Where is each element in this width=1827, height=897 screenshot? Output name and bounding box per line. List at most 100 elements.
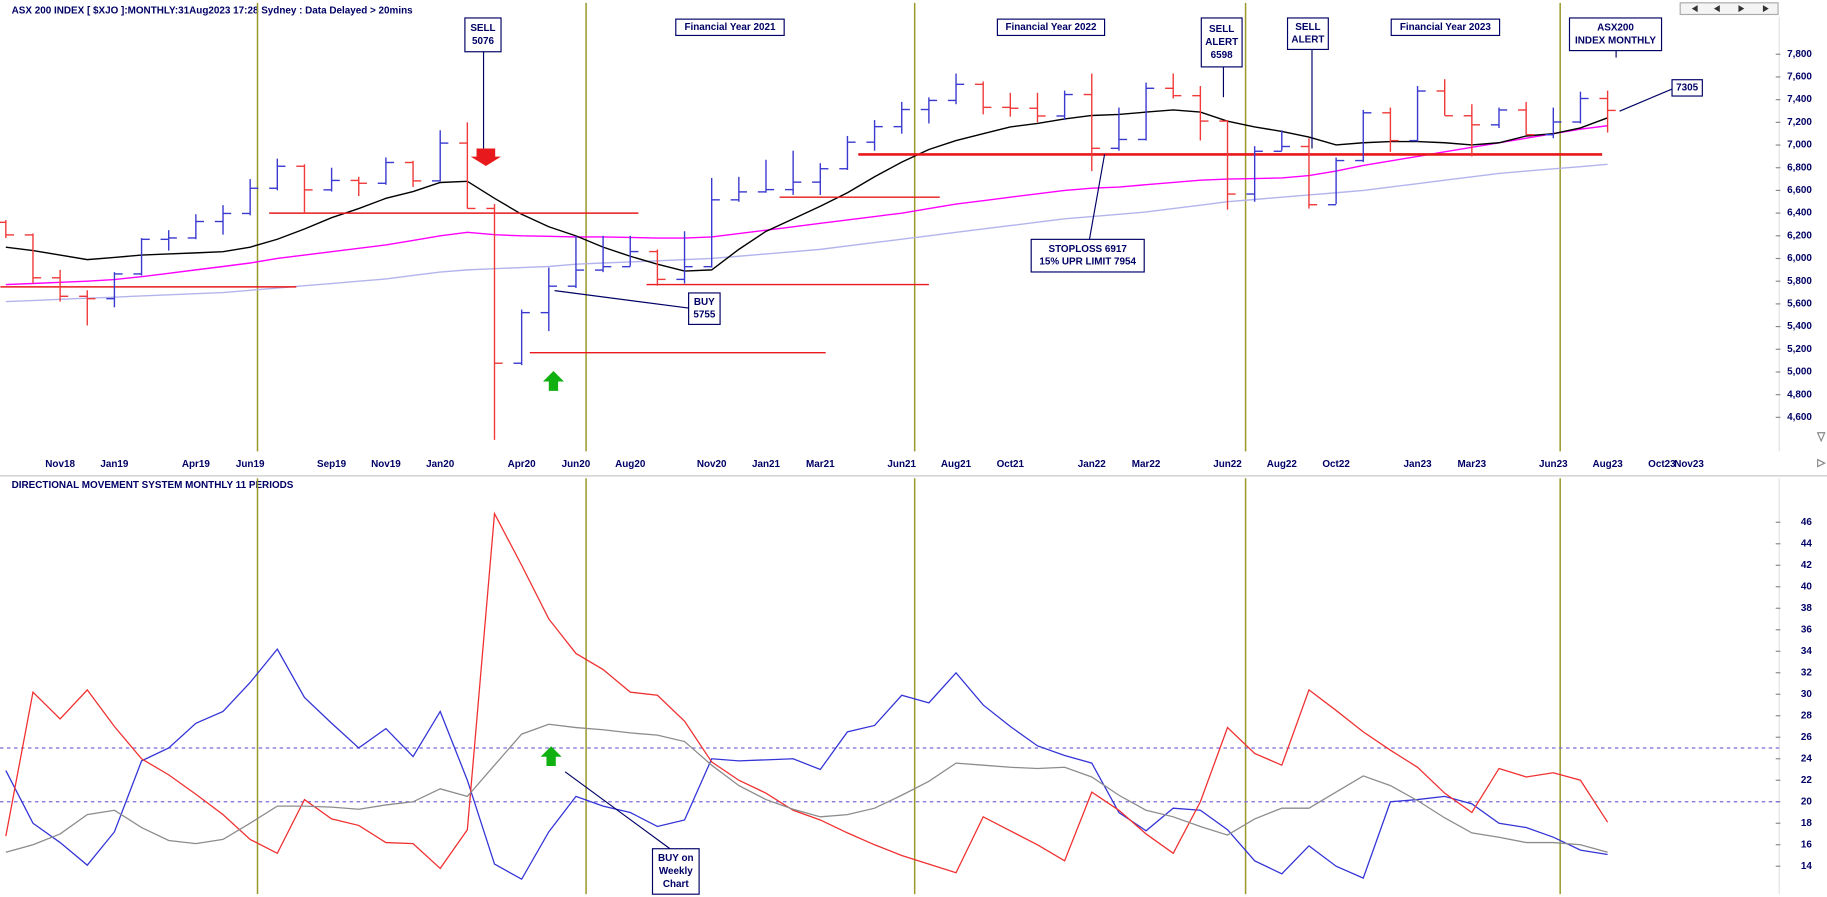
buy-arrow	[540, 746, 562, 767]
nav-next[interactable]	[1738, 5, 1745, 13]
y-tick-label: 26	[1801, 732, 1813, 743]
annotation-text: 5755	[693, 310, 716, 321]
y-tick-label: 14	[1801, 861, 1813, 872]
y-tick-label: 42	[1801, 560, 1813, 571]
x-tick-label: Oct22	[1322, 459, 1350, 470]
annotation-text: STOPLOSS 6917	[1048, 244, 1127, 255]
y-tick-label: 18	[1801, 818, 1813, 829]
y-tick-label: 6,200	[1787, 230, 1812, 241]
nav-last[interactable]	[1762, 5, 1769, 13]
y-tick-label: 4,800	[1787, 389, 1812, 400]
x-tick-label: Apr19	[182, 459, 211, 470]
x-tick-label: Oct23	[1648, 459, 1676, 470]
y-tick-label: 5,000	[1787, 367, 1812, 378]
annotation-box	[651, 848, 700, 895]
y-tick-label: 7,000	[1787, 140, 1812, 151]
annotation-text: 7305	[1676, 82, 1699, 93]
scroll-marker	[1816, 432, 1826, 443]
y-tick-label: 24	[1801, 753, 1813, 764]
y-tick-label: 6,600	[1787, 185, 1812, 196]
annotation-box	[688, 292, 721, 325]
y-tick-label: 6,800	[1787, 162, 1812, 173]
y-tick-label: 32	[1801, 667, 1813, 678]
annotation-text: Financial Year 2023	[1400, 22, 1492, 33]
x-tick-label: Jan21	[752, 459, 781, 470]
nav-prev[interactable]	[1713, 5, 1720, 13]
y-tick-label: 7,400	[1787, 94, 1812, 105]
x-tick-label: Nov18	[45, 459, 75, 470]
annotation-text: Weekly	[659, 866, 693, 877]
y-tick-label: 7,800	[1787, 49, 1812, 60]
y-tick-label: 5,400	[1787, 321, 1812, 332]
buy-arrow	[542, 371, 564, 391]
moving-average	[5, 125, 1608, 286]
nav-buttons[interactable]	[1679, 2, 1779, 16]
x-tick-label: Jun21	[887, 459, 916, 470]
annotation-pointer	[564, 771, 671, 850]
annotation-text: Financial Year 2022	[1005, 22, 1097, 33]
annotation-text: 15% UPR LIMIT 7954	[1039, 257, 1136, 268]
x-tick-label: Jan20	[426, 459, 455, 470]
nav-bar[interactable]	[1679, 2, 1779, 16]
annotation-box	[675, 18, 785, 37]
x-tick-label: Aug23	[1592, 459, 1623, 470]
x-tick-label: Nov20	[697, 459, 727, 470]
annotation-box	[1671, 79, 1703, 97]
annotation-pointer	[1619, 88, 1673, 112]
y-tick-label: 22	[1801, 775, 1813, 786]
x-tick-label: Apr20	[508, 459, 537, 470]
panel-title: DIRECTIONAL MOVEMENT SYSTEM MONTHLY 11 P…	[12, 480, 294, 491]
nav-first[interactable]	[1691, 5, 1698, 13]
y-tick-label: 40	[1801, 581, 1813, 592]
y-tick-label: 7,600	[1787, 72, 1812, 83]
annotation-text: SELL	[470, 23, 495, 34]
moving-average	[5, 163, 1608, 303]
y-tick-label: 44	[1801, 538, 1813, 549]
annotation-text: INDEX MONTHLY	[1575, 35, 1656, 46]
y-tick-label: 28	[1801, 710, 1813, 721]
annotation-box	[464, 17, 502, 53]
annotation-box	[1030, 238, 1145, 273]
annotation-box	[1286, 17, 1329, 51]
annotation-text: SELL	[1209, 24, 1234, 35]
x-tick-label: Jan19	[100, 459, 129, 470]
y-tick-label: 34	[1801, 646, 1813, 657]
y-tick-label: 5,800	[1787, 276, 1812, 287]
annotation-box	[996, 18, 1106, 37]
y-tick-label: 6,000	[1787, 253, 1812, 264]
annotation-text: Chart	[663, 879, 690, 890]
x-tick-label: Mar21	[806, 459, 835, 470]
x-tick-label: Nov19	[371, 459, 401, 470]
y-tick-label: 46	[1801, 517, 1813, 528]
y-tick-label: 5,600	[1787, 299, 1812, 310]
annotation-text: BUY on	[658, 853, 694, 864]
x-tick-label: Jun23	[1539, 459, 1568, 470]
x-tick-label: Aug21	[941, 459, 972, 470]
x-tick-label: Jun20	[562, 459, 591, 470]
annotation-text: 5076	[472, 36, 495, 47]
y-tick-label: 7,200	[1787, 117, 1812, 128]
dmi-line	[5, 723, 1608, 853]
y-tick-label: 20	[1801, 796, 1813, 807]
annotation-box	[1200, 17, 1243, 68]
dmi-line	[5, 511, 1609, 874]
x-tick-label: Nov23	[1674, 459, 1704, 470]
x-tick-label: Aug20	[615, 459, 646, 470]
sell-arrow	[470, 148, 502, 166]
scroll-marker	[1817, 458, 1826, 468]
x-tick-label: Jun22	[1213, 459, 1242, 470]
y-tick-label: 38	[1801, 603, 1813, 614]
annotation-box	[1390, 18, 1501, 37]
annotation-pointer	[1088, 154, 1106, 240]
y-tick-label: 30	[1801, 689, 1813, 700]
annotation-text: ASX200	[1597, 22, 1634, 33]
x-tick-label: Mar23	[1458, 459, 1487, 470]
annotation-text: 6598	[1211, 50, 1234, 61]
y-tick-label: 16	[1801, 839, 1813, 850]
dmi-line	[5, 648, 1608, 881]
y-tick-label: 5,200	[1787, 344, 1812, 355]
